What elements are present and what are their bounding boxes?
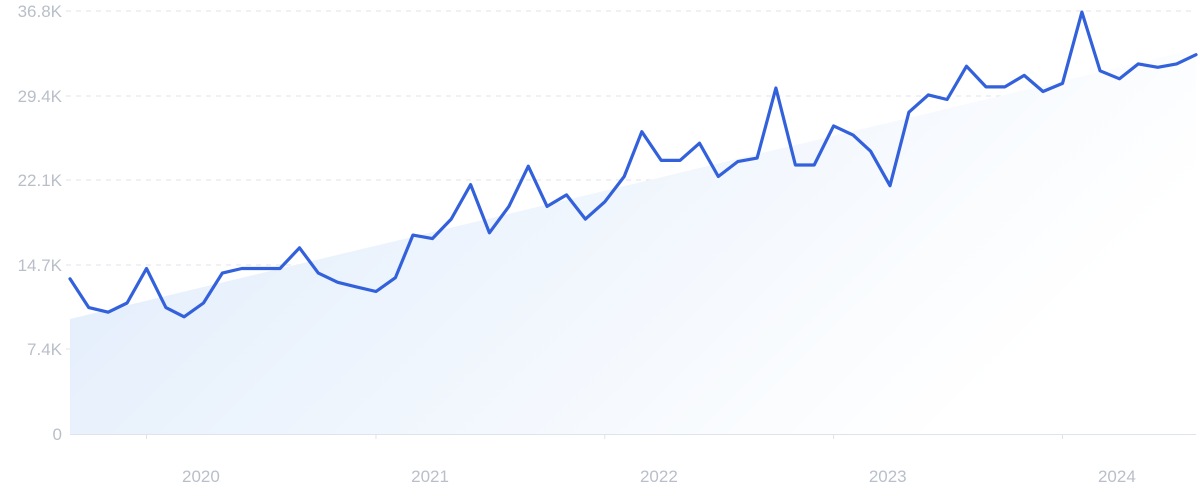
x-tick-label: 2023 xyxy=(869,467,907,486)
x-tick-label: 2021 xyxy=(411,467,449,486)
y-tick-label: 7.4K xyxy=(27,340,63,359)
y-tick-label: 0 xyxy=(53,425,62,444)
x-tick-label: 2020 xyxy=(182,467,220,486)
x-axis-ticks: 2020 2021 2022 2023 2024 xyxy=(145,434,1136,486)
trend-area xyxy=(70,48,1196,434)
trend-area-fill xyxy=(70,48,1196,434)
y-tick-label: 22.1K xyxy=(18,171,63,190)
y-tick-label: 29.4K xyxy=(18,87,63,106)
x-tick-label: 2022 xyxy=(640,467,678,486)
series-line xyxy=(68,10,1198,319)
y-tick-label: 36.8K xyxy=(18,2,63,21)
x-tick-label: 2024 xyxy=(1098,467,1136,486)
y-axis-ticks: 0 7.4K 14.7K 22.1K 29.4K 36.8K xyxy=(18,2,63,444)
series-line-path xyxy=(68,10,1198,319)
y-tick-label: 14.7K xyxy=(18,256,63,275)
